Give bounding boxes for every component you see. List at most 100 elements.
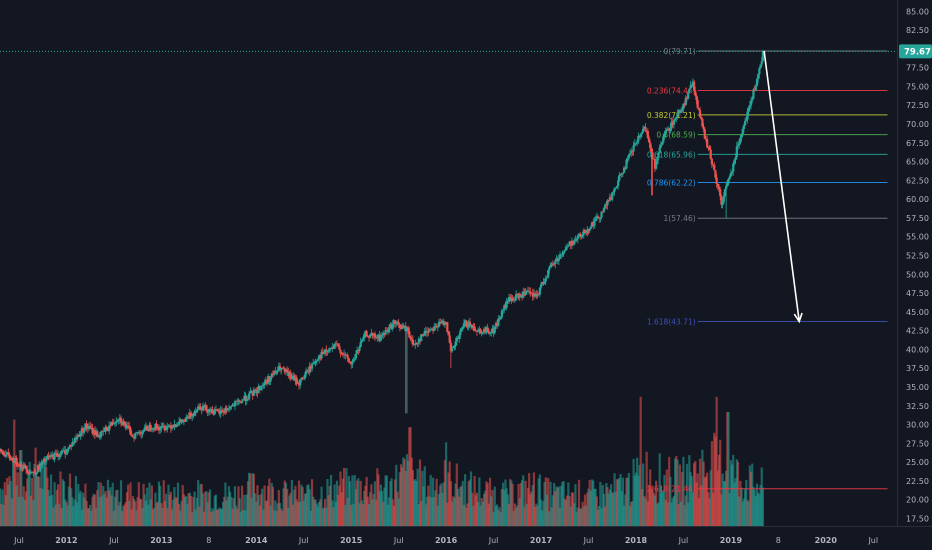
volume-bar (367, 503, 371, 526)
candle-body (380, 334, 384, 337)
volume-bar (8, 476, 11, 526)
volume-bar (477, 501, 480, 526)
candle-body (414, 343, 417, 345)
volume-bar (650, 488, 653, 526)
volume-bar (552, 482, 556, 526)
candle-body (242, 399, 245, 401)
volume-bar (704, 476, 708, 526)
candle-body (732, 163, 735, 172)
candle-body (96, 431, 99, 437)
candle-body (319, 355, 322, 359)
candle-body (224, 407, 227, 413)
candle-body (169, 425, 172, 429)
time-tick-label: 2015 (340, 536, 363, 545)
candle-body (119, 417, 123, 423)
volume-bar (510, 480, 513, 526)
candle-body (193, 411, 196, 416)
volume-bar (416, 468, 419, 526)
candle-body (8, 454, 11, 459)
candle-body (150, 429, 153, 431)
volume-bar (290, 479, 293, 526)
candle-body (98, 435, 101, 438)
projection-arrow[interactable] (763, 50, 803, 324)
candle-body (587, 229, 590, 231)
volume-bar (710, 441, 714, 526)
candle-body (21, 467, 24, 469)
candle-body (517, 294, 520, 298)
candle-body (206, 410, 209, 413)
candle-body (121, 422, 124, 425)
volume-bar (93, 494, 97, 526)
volume-bar (574, 484, 577, 526)
candle-body (594, 218, 597, 222)
candle-body (454, 341, 457, 346)
price-tick-label: 30.00 (906, 421, 929, 430)
candle-body (676, 113, 679, 118)
volume-bar (162, 480, 165, 526)
volume-bar (567, 482, 570, 526)
candle-body (162, 426, 165, 427)
candle-body (53, 453, 56, 460)
volume-bar (59, 471, 62, 526)
candle-body (626, 158, 629, 160)
candle-body (284, 369, 288, 372)
candle-body (4, 454, 8, 457)
candle-body (165, 429, 168, 431)
candle-body (195, 409, 199, 413)
arrow-head[interactable] (793, 312, 803, 324)
volume-bar (258, 505, 261, 526)
candle-body (557, 258, 560, 261)
volume-bar (665, 469, 668, 526)
volume-bar (725, 470, 728, 526)
candle-body (747, 107, 750, 112)
volume-bar (148, 482, 151, 526)
candle-body (167, 426, 170, 428)
volume-bar (500, 489, 503, 526)
volume-bar (211, 508, 214, 526)
volume-bar (695, 482, 698, 526)
candle-body (664, 130, 667, 134)
volume-bar (3, 482, 6, 526)
volume-bar (144, 500, 148, 526)
candle-body (339, 349, 342, 354)
candle-body (633, 143, 636, 146)
volume-bar (512, 511, 515, 526)
time-axis[interactable]: Jul 2012 Jul 2013 8 2014 Jul 2015 Jul 2016 Jul 2017… (13, 536, 878, 545)
candle-body (337, 344, 340, 346)
volume-bar (670, 502, 673, 526)
candle-body (415, 343, 418, 345)
volume-bar (305, 493, 308, 526)
candle-body (32, 472, 35, 474)
candle-body (394, 320, 397, 324)
candle-body (398, 324, 401, 328)
volume-bar (486, 483, 489, 526)
volume-bar (714, 436, 717, 526)
price-axis[interactable]: 85.0082.5080.0077.5075.0072.5070.0067.50… (906, 7, 929, 523)
candle-body (590, 222, 594, 227)
candle-body (655, 164, 658, 169)
volume-bar (689, 472, 692, 526)
volume-bar (41, 489, 44, 526)
volume-bar (58, 503, 61, 526)
candle-body (226, 408, 229, 410)
candle-body (310, 364, 314, 369)
candle-body (377, 335, 380, 338)
candle-body (49, 455, 53, 458)
arrow-shaft[interactable] (763, 50, 801, 322)
candle-body (301, 378, 304, 379)
candle-body (369, 334, 372, 338)
candle-body (427, 331, 430, 333)
candle-body (423, 330, 426, 336)
volume-bar (370, 484, 373, 526)
volume-bar (611, 492, 614, 526)
volume-bar (488, 477, 492, 526)
candle-body (575, 238, 578, 240)
volume-bar (359, 480, 362, 526)
volume-bar (744, 489, 747, 526)
candle-body (146, 425, 149, 431)
candle-body (71, 442, 74, 447)
fibonacci-retracement[interactable]: 0(79.71) 0.236(74.46) 0.382(71.21) 0.5(68.5… (0, 47, 897, 494)
candle-body (293, 375, 296, 381)
